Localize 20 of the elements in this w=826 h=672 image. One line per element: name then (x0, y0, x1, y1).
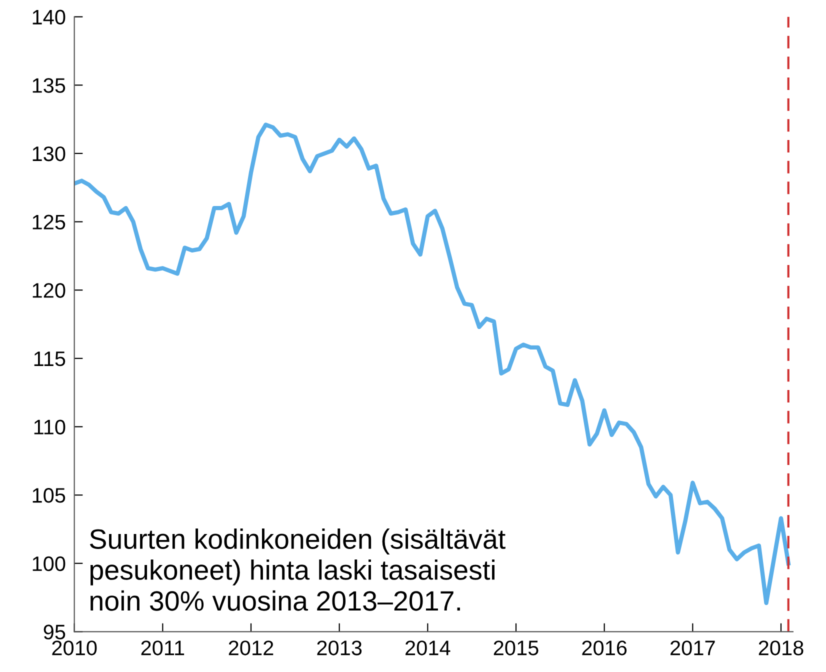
x-tick-label: 2014 (406, 640, 450, 656)
y-tick-label: 95 (44, 624, 66, 640)
y-tick-label: 130 (32, 146, 66, 162)
y-tick-label: 105 (32, 488, 66, 503)
annotation: Suurten kodinkoneiden (sisältävät pesukoneet) hinta laski tasaisesti noin 30% vuosina 2013–2017. (90, 528, 506, 611)
y-tick-label: 115 (34, 352, 66, 366)
x-tick-label: 2015 (494, 640, 538, 656)
x-tick-label: 2018 (758, 640, 804, 656)
x-tick-label: 2013 (317, 640, 362, 656)
y-tick-label: 125 (32, 214, 66, 230)
y-tick-label: 135 (32, 78, 66, 93)
y-tick-label: 120 (32, 283, 66, 298)
x-tick-label: 2012 (228, 640, 274, 656)
y-tick-label: 140 (32, 10, 66, 25)
y-tick-label: 110 (34, 420, 66, 434)
x-tick-label: 2010 (52, 640, 97, 656)
x-tick-label: 2017 (670, 640, 715, 656)
x-tick-label: 2016 (582, 640, 627, 656)
y-tick-label: 100 (32, 556, 66, 572)
x-tick-label: 2011 (141, 640, 184, 656)
